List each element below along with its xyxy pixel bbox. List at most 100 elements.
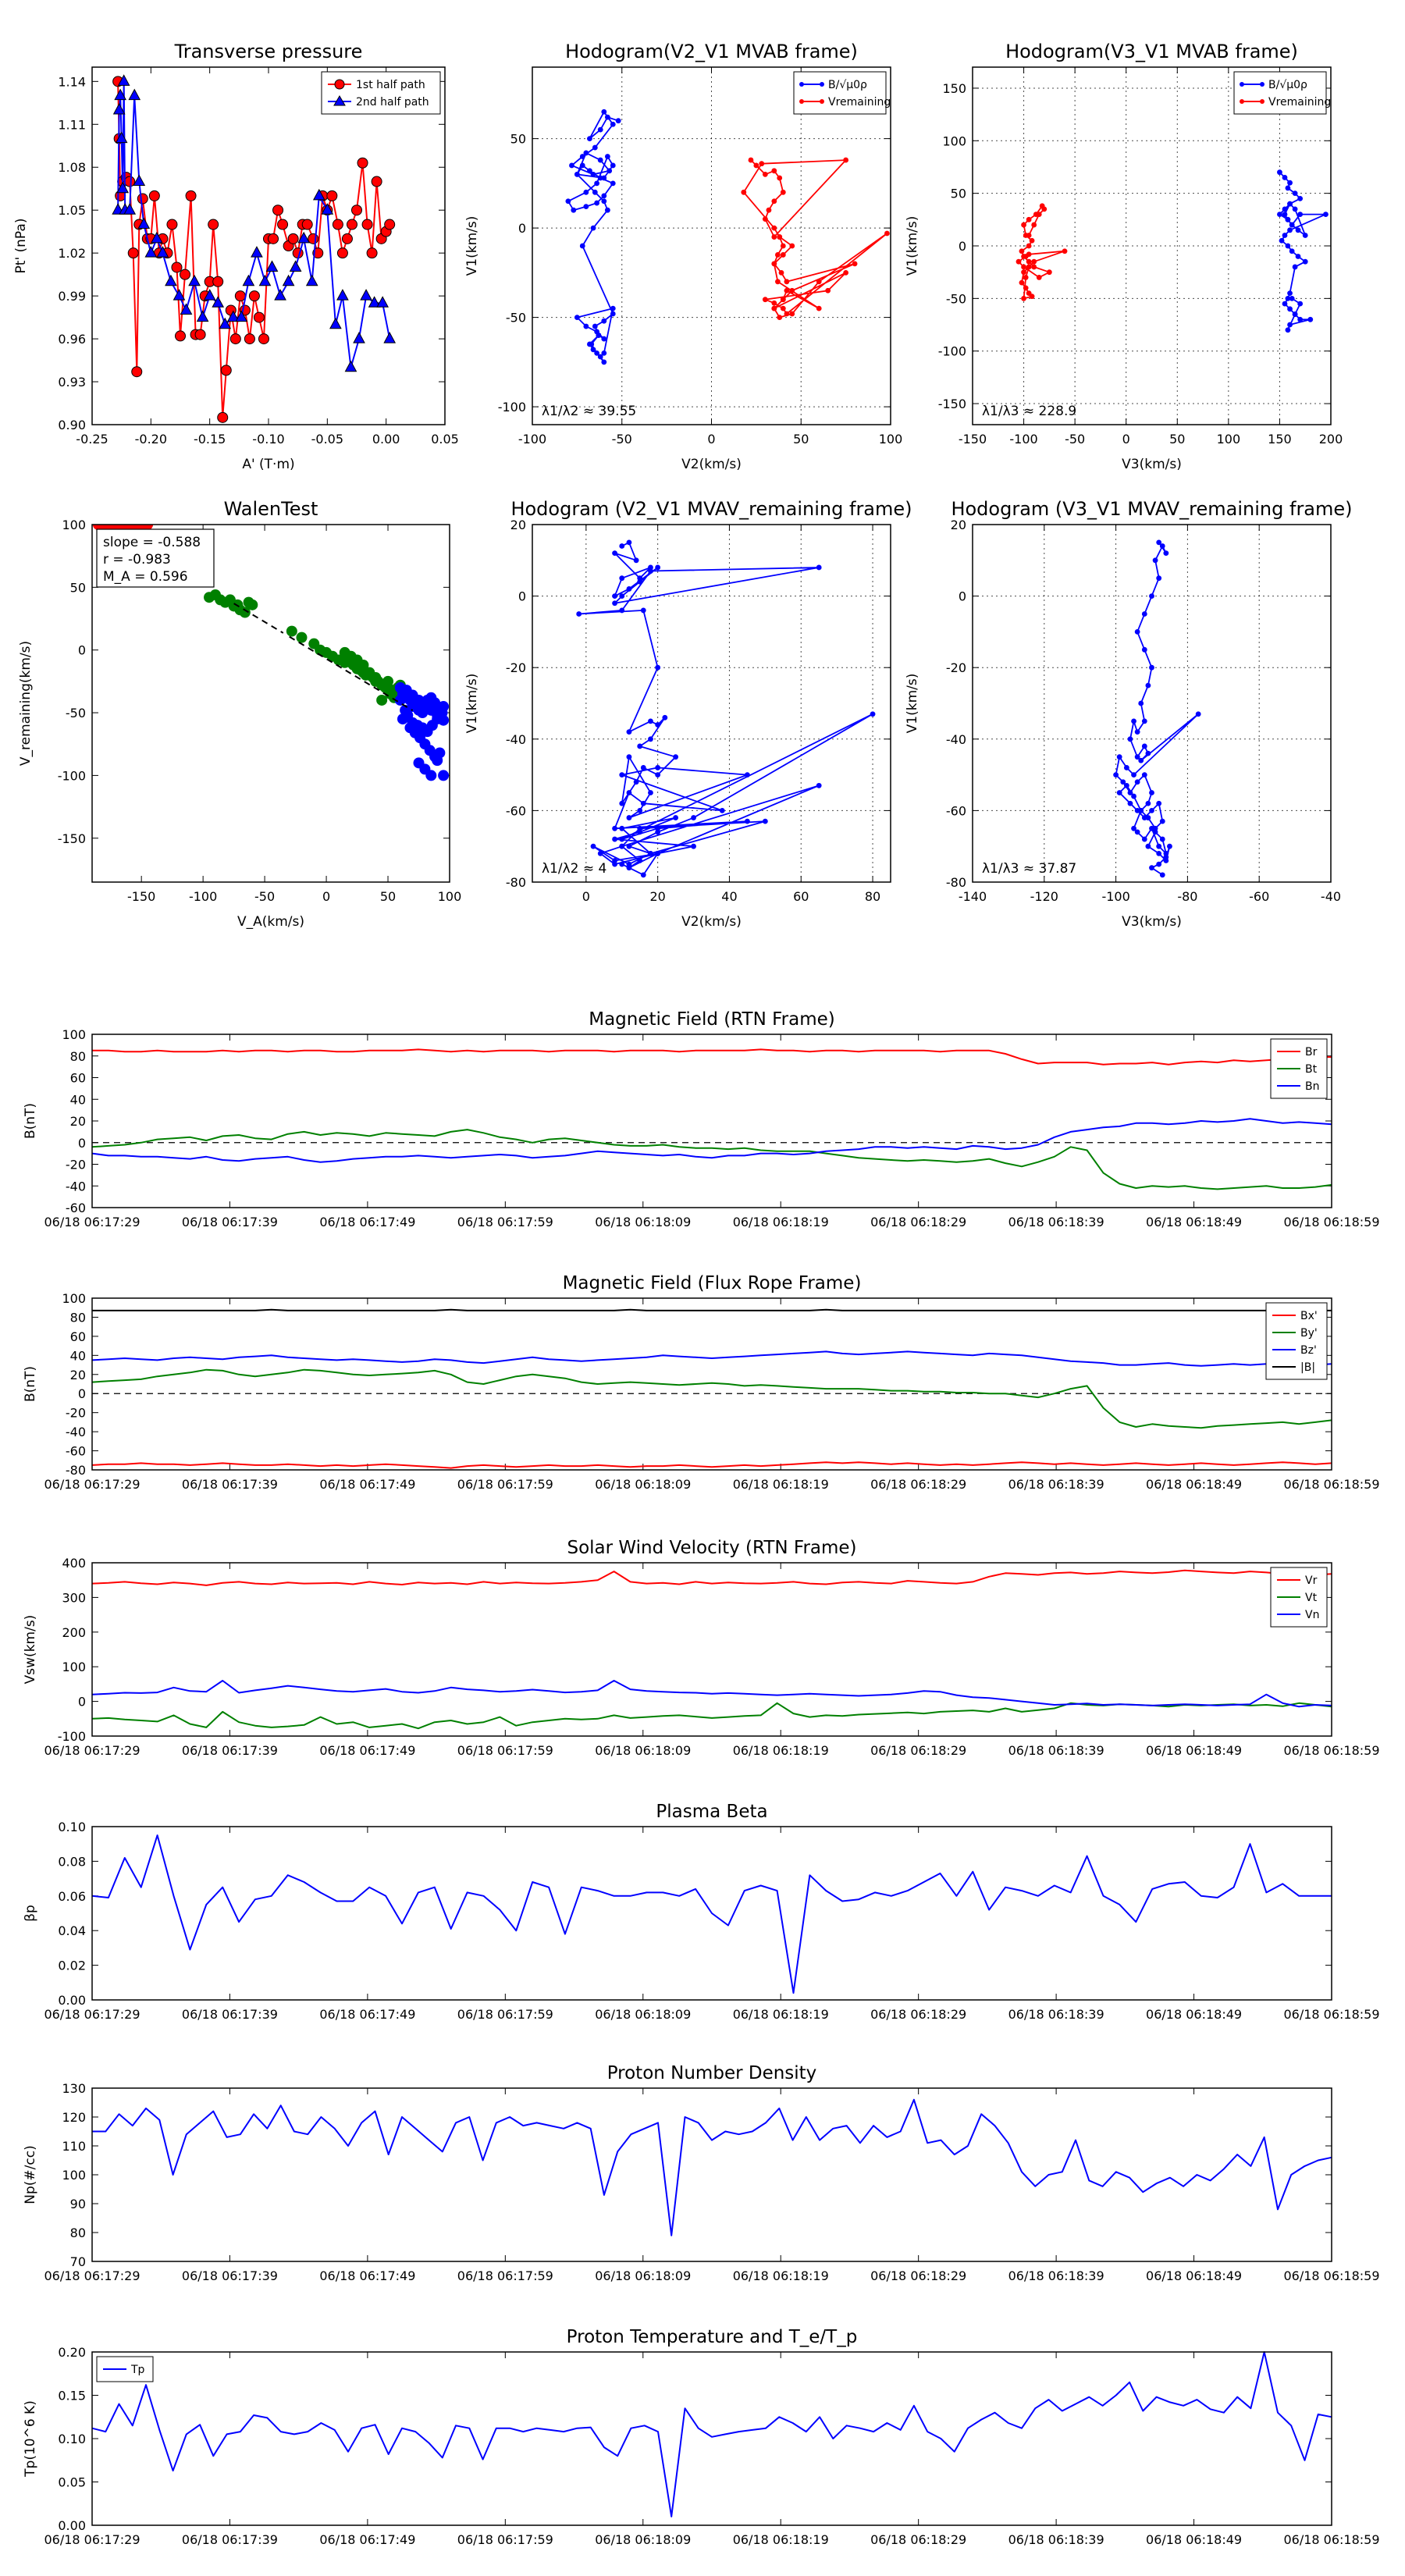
hodogram-point — [1031, 264, 1037, 270]
data-point — [371, 176, 382, 187]
x-tick-label: 100 — [879, 432, 903, 447]
hodogram-point — [640, 872, 646, 878]
hodogram-point — [604, 114, 610, 120]
hodogram-point — [1062, 248, 1068, 254]
hodogram-point — [594, 200, 600, 206]
hodogram-point — [592, 323, 598, 329]
chart-title: WalenTest — [224, 498, 318, 520]
hodogram-point — [759, 161, 765, 167]
hodogram-point — [1145, 843, 1151, 849]
time-tick-label: 06/18 06:18:29 — [870, 1215, 966, 1229]
time-tick-label: 06/18 06:18:19 — [733, 2532, 829, 2547]
y-tick-label: 70 — [70, 2254, 86, 2269]
chart-title: Hodogram(V3_V1 MVAB frame) — [1005, 41, 1298, 62]
y-tick-label: -40 — [946, 732, 966, 747]
data-point — [173, 289, 186, 301]
data-point — [115, 131, 128, 144]
hodogram-point — [1036, 275, 1042, 280]
hodogram-point — [1021, 269, 1026, 276]
hodogram-point — [633, 779, 639, 785]
data-point — [234, 290, 246, 302]
x-tick-label: -100 — [1101, 889, 1129, 904]
hodogram-point — [1156, 800, 1162, 806]
hodogram-point — [784, 311, 790, 317]
x-axis-label: V2(km/s) — [681, 914, 742, 930]
legend-label: Vremaining — [828, 96, 891, 109]
hodogram-point — [1127, 790, 1133, 795]
time-tick-label: 06/18 06:18:19 — [733, 1743, 829, 1758]
y-axis-label: B(nT) — [23, 1366, 38, 1402]
hodogram-point — [673, 815, 678, 820]
time-tick-label: 06/18 06:17:49 — [319, 1215, 415, 1229]
hodogram-point — [1134, 754, 1140, 760]
data-point — [124, 176, 136, 187]
hodogram-point — [771, 225, 777, 231]
hodogram-point — [583, 150, 589, 156]
time-tick-label: 06/18 06:17:59 — [457, 1215, 553, 1229]
y-tick-label: -20 — [66, 1406, 86, 1421]
hodogram-point — [576, 611, 582, 617]
legend-label: 1st half path — [356, 79, 425, 91]
data-point — [384, 219, 396, 230]
hodogram-point — [843, 269, 849, 276]
hodogram-point — [1026, 216, 1032, 222]
chart-title: Hodogram (V2_V1 MVAV_remaining frame) — [510, 498, 912, 520]
time-tick-label: 06/18 06:18:59 — [1283, 2532, 1379, 2547]
legend-box — [321, 71, 441, 115]
walen-point — [339, 646, 350, 658]
hodogram-point — [655, 564, 661, 571]
hodogram-point — [1302, 233, 1308, 238]
y-tick-label: -150 — [938, 397, 966, 411]
chart-title: Proton Temperature and T_e/T_p — [567, 2327, 858, 2347]
hodogram-point — [1134, 829, 1140, 835]
hodogram-point — [619, 593, 625, 599]
hodogram-point — [619, 543, 625, 549]
time-tick-label: 06/18 06:17:39 — [182, 1215, 278, 1229]
walen-point — [286, 625, 297, 637]
time-tick-label: 06/18 06:17:49 — [319, 1743, 415, 1758]
y-axis-label: βp — [23, 1905, 38, 1922]
y-axis-label: V1(km/s) — [905, 674, 920, 734]
hodogram-point — [1145, 815, 1151, 820]
data-point — [220, 365, 232, 376]
hodogram-point — [626, 790, 632, 795]
time-tick-label: 06/18 06:17:59 — [457, 2007, 553, 2022]
time-tick-label: 06/18 06:17:39 — [182, 2268, 278, 2283]
x-axis-label: A' (T·m) — [242, 457, 294, 472]
y-tick-label: -100 — [938, 344, 966, 359]
chart-title: Hodogram (V3_V1 MVAV_remaining frame) — [951, 498, 1352, 520]
hodogram-point — [587, 168, 592, 174]
y-tick-label: 80 — [70, 1310, 86, 1325]
data-point — [301, 219, 313, 230]
data-point — [287, 233, 299, 244]
data-point — [297, 231, 311, 244]
y-tick-label: 50 — [510, 132, 526, 147]
stats-line: r = -0.983 — [103, 552, 171, 568]
walen-point — [296, 632, 308, 643]
eigenvalue-ratio-label: λ1/λ3 ≈ 228.9 — [982, 404, 1076, 419]
data-point — [346, 219, 357, 230]
hodogram-point — [1159, 543, 1165, 549]
time-tick-label: 06/18 06:18:49 — [1146, 2007, 1242, 2022]
time-tick-label: 06/18 06:17:29 — [44, 2007, 140, 2022]
y-tick-label: 0.08 — [58, 1854, 86, 1869]
hodogram-point — [789, 311, 795, 317]
y-tick-label: -40 — [66, 1179, 86, 1194]
time-tick-label: 06/18 06:17:59 — [457, 2532, 553, 2547]
x-tick-label: -50 — [612, 432, 632, 447]
hodogram-point — [594, 329, 600, 335]
timeseries-line — [91, 1350, 1332, 1367]
time-tick-label: 06/18 06:17:39 — [182, 1477, 278, 1492]
hodogram-point — [626, 586, 632, 592]
hodogram-point — [1131, 718, 1136, 724]
hodogram-point — [601, 359, 607, 365]
time-tick-label: 06/18 06:18:39 — [1008, 1743, 1104, 1758]
x-tick-label: 40 — [721, 889, 737, 904]
hodogram-path — [742, 159, 888, 318]
y-tick-label: 80 — [70, 2226, 86, 2240]
hodogram-point — [601, 198, 607, 205]
chart-title: Magnetic Field (RTN Frame) — [589, 1009, 835, 1030]
hodogram-point — [655, 722, 661, 728]
plot-frame — [91, 66, 446, 425]
hodogram-point — [745, 818, 750, 824]
